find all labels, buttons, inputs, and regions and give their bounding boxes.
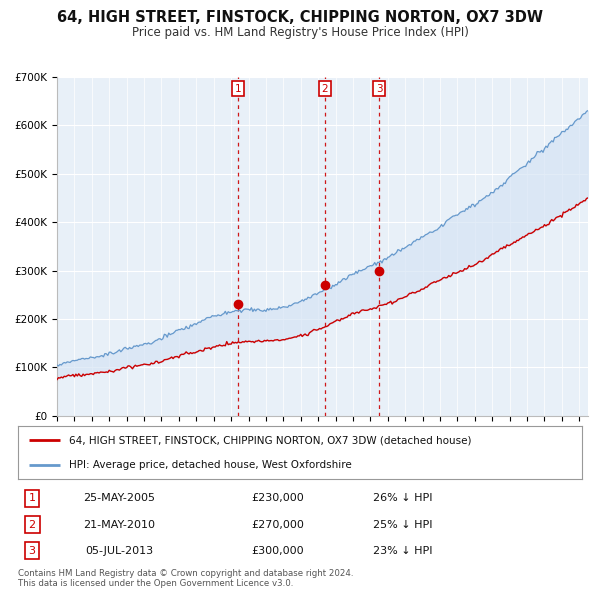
Text: 3: 3 xyxy=(29,546,35,556)
Text: 2: 2 xyxy=(29,520,35,529)
Text: 2: 2 xyxy=(322,84,328,94)
Text: 1: 1 xyxy=(235,84,241,94)
Text: 26% ↓ HPI: 26% ↓ HPI xyxy=(373,493,433,503)
Text: 64, HIGH STREET, FINSTOCK, CHIPPING NORTON, OX7 3DW: 64, HIGH STREET, FINSTOCK, CHIPPING NORT… xyxy=(57,10,543,25)
Text: 25% ↓ HPI: 25% ↓ HPI xyxy=(373,520,433,529)
Text: £230,000: £230,000 xyxy=(251,493,304,503)
Text: Price paid vs. HM Land Registry's House Price Index (HPI): Price paid vs. HM Land Registry's House … xyxy=(131,26,469,39)
Text: Contains HM Land Registry data © Crown copyright and database right 2024.
This d: Contains HM Land Registry data © Crown c… xyxy=(18,569,353,588)
Text: £300,000: £300,000 xyxy=(251,546,304,556)
Text: 21-MAY-2010: 21-MAY-2010 xyxy=(83,520,155,529)
Text: 64, HIGH STREET, FINSTOCK, CHIPPING NORTON, OX7 3DW (detached house): 64, HIGH STREET, FINSTOCK, CHIPPING NORT… xyxy=(69,435,471,445)
Text: 05-JUL-2013: 05-JUL-2013 xyxy=(85,546,154,556)
Text: £270,000: £270,000 xyxy=(251,520,304,529)
Text: 25-MAY-2005: 25-MAY-2005 xyxy=(83,493,155,503)
Text: 3: 3 xyxy=(376,84,383,94)
Text: 1: 1 xyxy=(29,493,35,503)
Text: 23% ↓ HPI: 23% ↓ HPI xyxy=(373,546,433,556)
Text: HPI: Average price, detached house, West Oxfordshire: HPI: Average price, detached house, West… xyxy=(69,460,352,470)
